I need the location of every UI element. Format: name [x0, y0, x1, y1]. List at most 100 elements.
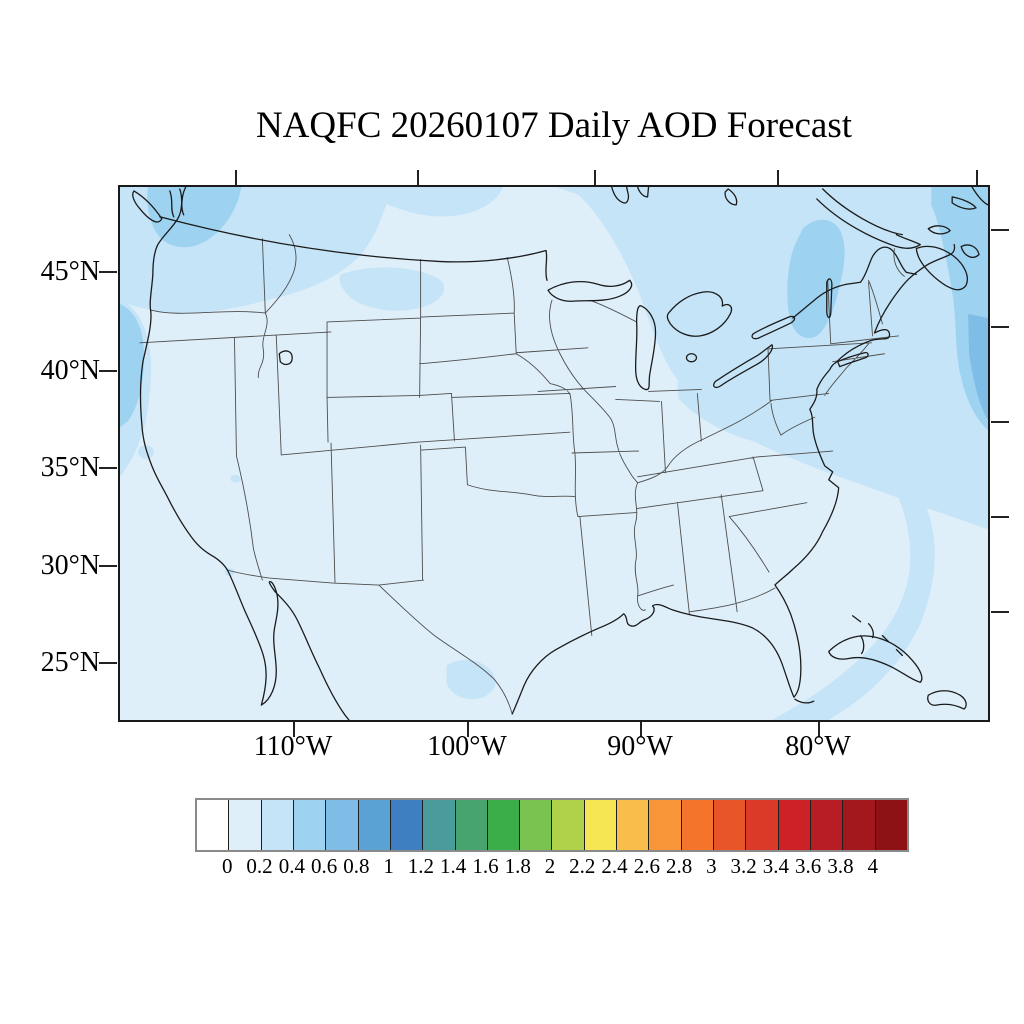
aod-region-northeast: [555, 187, 988, 530]
colorbar-cell: [552, 800, 585, 850]
colorbar-cell: [746, 800, 779, 850]
colorbar-cell: [649, 800, 682, 850]
colorbar-label: 1.6: [472, 854, 499, 878]
state-border-lines: [139, 234, 905, 715]
colorbar-cell: [358, 800, 391, 850]
lake-michigan: [634, 305, 657, 391]
colorbar-cell: [390, 800, 424, 850]
colorbar-label: 0: [222, 854, 233, 878]
right-axis-tick: [991, 326, 1009, 328]
longitude-label: 100°W: [427, 731, 507, 762]
latitude-label: 30°N: [40, 550, 100, 581]
aod-region-south-texas: [446, 659, 496, 700]
colorbar-cell: [714, 800, 747, 850]
colorbar-label: 1: [383, 854, 394, 878]
colorbar-cell: [681, 800, 714, 850]
gulf-atlantic-coastline: [511, 362, 840, 715]
latitude-label: 40°N: [40, 355, 100, 386]
colorbar-cell: [261, 800, 294, 850]
baja-gulf-california: [226, 569, 350, 720]
colorbar-cell: [584, 800, 618, 850]
map-frame: [118, 185, 990, 722]
colorbar-label: 1.4: [440, 854, 467, 878]
pacific-coastline: [139, 187, 229, 571]
colorbar-label: 1.8: [504, 854, 531, 878]
colorbar-label: 3.4: [762, 854, 790, 878]
right-axis-tick: [991, 229, 1009, 231]
colorbar-cell: [229, 800, 262, 850]
colorbar-cell: [520, 800, 553, 850]
longitude-label: 90°W: [607, 731, 673, 762]
right-axis-tick: [991, 611, 1009, 613]
colorbar-cell: [778, 800, 811, 850]
left-axis-tick: [99, 370, 117, 372]
colorbar-labels: 0 0.2 0.4 0.6 0.8 1 1.2 1.4 1.6 1.8 2 2.2 2.4 2.6 2.8 3…: [195, 854, 905, 882]
hispaniola: [927, 690, 967, 710]
colorbar: [195, 798, 909, 852]
longitude-label: 80°W: [785, 731, 851, 762]
plot-title: NAQFC 20260107 Daily AOD Forecast: [255, 105, 853, 146]
colorbar-cell: [293, 800, 327, 850]
colorbar-cell: [875, 800, 907, 850]
left-axis-tick: [99, 565, 117, 567]
top-axis-tick: [417, 170, 419, 185]
aod-region-atlantic-edge: [968, 314, 988, 421]
lake-erie: [713, 344, 774, 388]
colorbar-cell: [455, 800, 488, 850]
colorbar-cell: [487, 800, 521, 850]
right-axis-tick: [991, 421, 1009, 423]
left-axis-tick: [99, 467, 117, 469]
vancouver-island: [132, 188, 185, 223]
coastlines: [132, 187, 988, 720]
colorbar-label: 3: [706, 854, 717, 878]
aod-shading-level1: [120, 187, 988, 720]
colorbar-label: 2.8: [665, 854, 693, 878]
top-axis-tick: [976, 170, 978, 185]
lake-huron: [666, 291, 733, 337]
colorbar-label: 2.4: [601, 854, 628, 878]
longitude-label: 110°W: [253, 731, 333, 762]
aod-region-small-lakes: [138, 445, 241, 577]
colorbar-cell: [326, 800, 359, 850]
colorbar-label: 3.6: [795, 854, 822, 878]
st-lawrence: [816, 187, 988, 249]
newengland-maine-coast: [835, 243, 956, 364]
left-axis-tick: [99, 271, 117, 273]
colorbar-label: 0.4: [278, 854, 305, 878]
colorbar-label: 0.8: [343, 854, 370, 878]
state-borders: [139, 234, 905, 715]
colorbar-label: 2.6: [633, 854, 660, 878]
lake-superior: [547, 279, 633, 302]
colorbar-cell: [197, 800, 230, 850]
aod-region-offshore-oregon: [120, 304, 144, 428]
canada-border: [159, 216, 917, 319]
colorbar-label: 3.2: [730, 854, 757, 878]
aod-region-atlantic-band: [771, 433, 935, 720]
aod-region-puget-sound: [147, 187, 242, 248]
colorbar-label: 1.2: [407, 854, 435, 878]
bahamas: [851, 615, 904, 657]
top-axis-tick: [235, 170, 237, 185]
left-axis-tick: [99, 662, 117, 664]
lake-st-clair: [685, 353, 698, 363]
latitude-label: 25°N: [40, 647, 100, 678]
colorbar-label: 2: [544, 854, 556, 878]
colorbar-label: 2.2: [569, 854, 596, 878]
colorbar-cell: [843, 800, 876, 850]
map-svg: [120, 187, 988, 720]
latitude-label: 45°N: [40, 256, 100, 287]
florida-keys: [794, 698, 815, 704]
long-island: [837, 351, 869, 368]
colorbar-cell: [810, 800, 844, 850]
bottom-axis-tick: [640, 722, 642, 737]
lake-ontario: [751, 315, 796, 340]
latitude-label: 35°N: [40, 452, 100, 483]
right-axis-tick: [991, 516, 1009, 518]
bottom-axis-tick: [818, 722, 820, 737]
nova-scotia: [915, 225, 980, 291]
colorbar-label: 0.2: [246, 854, 273, 878]
top-axis-tick: [777, 170, 779, 185]
colorbar-cell: [617, 800, 650, 850]
great-salt-lake: [278, 350, 293, 366]
